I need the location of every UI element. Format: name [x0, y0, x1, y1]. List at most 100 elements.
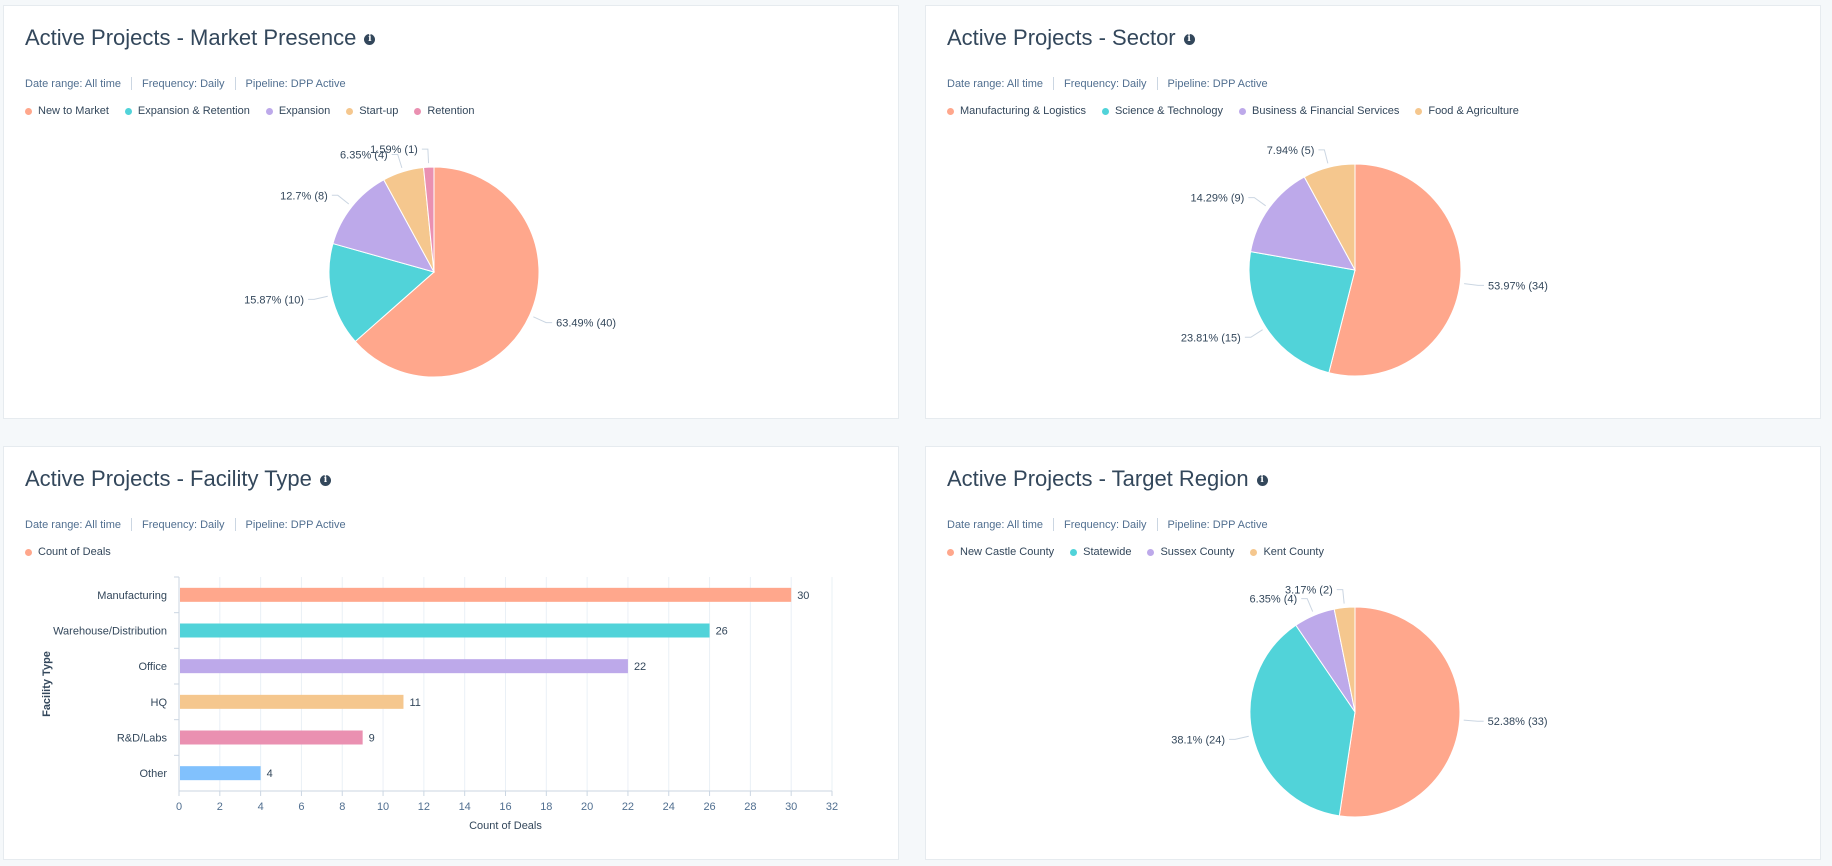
y-tick-label: Other: [139, 768, 167, 780]
pie-label-connector: [391, 153, 403, 168]
chart-legend: Manufacturing & Logistics Science & Techn…: [947, 105, 1535, 117]
legend-item[interactable]: Expansion: [265, 105, 331, 117]
legend-item[interactable]: Manufacturing & Logistics: [947, 105, 1086, 117]
meta-pipeline: Pipeline: DPP Active: [1167, 518, 1268, 531]
meta-pipeline: Pipeline: DPP Active: [1167, 77, 1268, 90]
pie-slice[interactable]: [1250, 176, 1356, 271]
x-tick-label: 14: [459, 801, 471, 813]
bar[interactable]: [180, 587, 792, 602]
card-title: Active Projects - Facility Type i: [25, 466, 331, 492]
pie-data-label: 15.87% (10): [244, 294, 304, 306]
legend-label: Count of Deals: [38, 546, 111, 558]
info-icon[interactable]: i: [1183, 34, 1195, 45]
x-tick-label: 18: [540, 801, 552, 813]
pie-label-connector: [533, 316, 553, 324]
bar[interactable]: [180, 766, 261, 781]
legend-label: Business & Financial Services: [1252, 105, 1400, 117]
info-icon[interactable]: i: [1256, 475, 1268, 486]
pie-slice[interactable]: [354, 166, 540, 378]
x-tick-label: 16: [499, 801, 511, 813]
legend-label: Science & Technology: [1114, 105, 1223, 117]
sector-card: Active Projects - Sector i Date range: A…: [925, 5, 1821, 419]
pie-label-connector: [1464, 283, 1485, 286]
x-tick-label: 6: [298, 801, 304, 813]
pie-label-connector: [1248, 197, 1266, 207]
legend-item[interactable]: Business & Financial Services: [1239, 105, 1399, 117]
meta-pipeline: Pipeline: DPP Active: [245, 77, 346, 90]
pie-chart-target-region: 52.38% (33) 38.1% (24) 6.35% (4)3.17% (2): [1171, 585, 1548, 818]
legend-item[interactable]: Start-up: [346, 105, 398, 117]
card-title-text: Active Projects - Market Presence: [25, 25, 357, 50]
meta-separator: [131, 77, 132, 90]
pie-slice[interactable]: [332, 179, 436, 273]
pie-slice[interactable]: [1248, 251, 1356, 374]
pie-chart-sector: 53.97% (34) 23.81% (15) 14.29% (9) 7.94% (5…: [1181, 145, 1548, 377]
meta-frequency: Frequency: Daily: [1064, 77, 1147, 90]
legend-item[interactable]: Count of Deals: [25, 546, 111, 558]
meta-separator: [1156, 77, 1158, 90]
chart-legend: New to Market Expansion & Retention Expans…: [25, 105, 490, 117]
legend-label: Food & Agriculture: [1428, 105, 1519, 117]
chart-legend: New Castle County Statewide Sussex County K…: [947, 546, 1340, 558]
pie-slice[interactable]: [422, 166, 435, 273]
legend-item[interactable]: Statewide: [1070, 546, 1131, 558]
meta-frequency: Frequency: Daily: [1064, 518, 1147, 531]
x-tick-label: 2: [217, 801, 223, 813]
y-tick-label: Office: [138, 661, 167, 673]
bar-value-label: 4: [267, 768, 273, 780]
x-tick-label: 32: [826, 801, 838, 813]
info-icon[interactable]: i: [364, 34, 376, 45]
pie-label-connector: [1301, 598, 1314, 612]
pie-label-connector: [1463, 719, 1484, 722]
meta-frequency: Frequency: Daily: [142, 77, 225, 90]
legend-label: Expansion: [278, 105, 331, 117]
pie-slice[interactable]: [1333, 606, 1356, 713]
y-tick-label: R&D/Labs: [117, 733, 168, 745]
info-icon[interactable]: i: [319, 475, 331, 486]
pie-data-label: 63.49% (40): [556, 318, 616, 330]
bar[interactable]: [180, 623, 710, 638]
meta-frequency: Frequency: Daily: [142, 518, 225, 531]
meta-date-range: Date range: All time: [25, 77, 121, 90]
bar[interactable]: [180, 730, 363, 745]
legend-dot: [1070, 548, 1078, 556]
pie-slice[interactable]: [328, 242, 436, 343]
bar[interactable]: [180, 659, 628, 674]
pie-data-label: 6.35% (4): [1250, 594, 1298, 606]
legend-item[interactable]: Kent County: [1250, 546, 1324, 558]
legend-item[interactable]: New to Market: [25, 105, 109, 117]
pie-slice[interactable]: [1303, 163, 1356, 271]
legend-item[interactable]: Food & Agriculture: [1415, 105, 1519, 117]
report-meta: Date range: All time Frequency: Daily Pi…: [25, 77, 346, 90]
legend-item[interactable]: Retention: [414, 105, 474, 117]
x-axis-title: Count of Deals: [469, 820, 542, 832]
legend-label: New Castle County: [960, 546, 1055, 558]
legend-item[interactable]: Expansion & Retention: [124, 105, 250, 117]
legend-item[interactable]: New Castle County: [947, 546, 1054, 558]
pie-slice[interactable]: [1328, 163, 1462, 377]
legend-dot: [947, 107, 954, 115]
legend-label: Start-up: [359, 105, 399, 117]
legend-item[interactable]: Science & Technology: [1101, 105, 1223, 117]
legend-label: Statewide: [1083, 546, 1132, 558]
bar-value-label: 9: [369, 733, 375, 745]
legend-item[interactable]: Sussex County: [1147, 546, 1234, 558]
pie-label-connector: [331, 194, 350, 205]
pie-data-label: 3.17% (2): [1285, 585, 1333, 597]
chart-legend: Count of Deals: [25, 546, 127, 558]
pie-slice[interactable]: [1338, 606, 1461, 818]
bar[interactable]: [180, 694, 404, 709]
legend-label: Manufacturing & Logistics: [960, 105, 1086, 117]
bar-value-label: 26: [716, 626, 728, 638]
y-tick-label: Warehouse/Distribution: [53, 626, 167, 638]
target-region-card: Active Projects - Target Region i Date r…: [925, 446, 1821, 860]
pie-data-label: 53.97% (34): [1488, 280, 1548, 292]
pie-label-connector: [1318, 149, 1329, 164]
page-bottom: [0, 860, 1832, 866]
report-meta: Date range: All time Frequency: Daily Pi…: [947, 518, 1268, 531]
legend-label: Expansion & Retention: [137, 105, 250, 117]
legend-dot: [414, 107, 422, 115]
pie-slice[interactable]: [1249, 624, 1356, 817]
x-tick-label: 4: [258, 801, 264, 813]
legend-dot: [265, 107, 273, 115]
